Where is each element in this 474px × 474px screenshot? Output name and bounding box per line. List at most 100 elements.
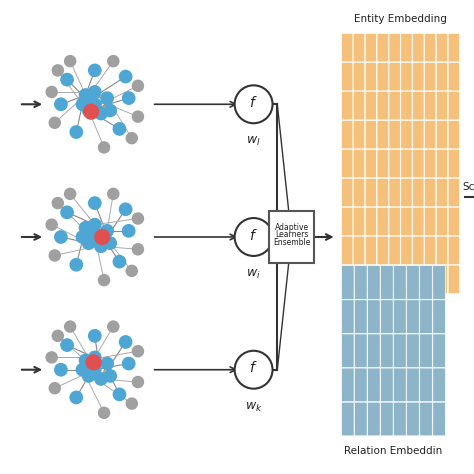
FancyBboxPatch shape [401,178,412,207]
FancyBboxPatch shape [436,149,447,178]
Circle shape [89,364,101,376]
Circle shape [70,392,82,404]
FancyBboxPatch shape [365,149,376,178]
Text: $f$: $f$ [249,95,258,110]
FancyBboxPatch shape [424,207,436,236]
Circle shape [101,357,113,370]
FancyBboxPatch shape [377,120,388,149]
FancyBboxPatch shape [436,91,447,120]
Text: $f$: $f$ [249,228,258,243]
FancyBboxPatch shape [412,120,424,149]
FancyBboxPatch shape [353,34,365,62]
Circle shape [132,111,144,122]
FancyBboxPatch shape [412,34,424,62]
FancyBboxPatch shape [341,149,353,178]
Circle shape [101,225,113,237]
FancyBboxPatch shape [436,236,447,264]
FancyBboxPatch shape [381,300,393,334]
FancyBboxPatch shape [448,149,459,178]
FancyBboxPatch shape [448,34,459,62]
FancyBboxPatch shape [355,402,367,436]
FancyBboxPatch shape [419,368,432,402]
Circle shape [108,321,119,332]
FancyBboxPatch shape [448,236,459,264]
FancyBboxPatch shape [401,63,412,91]
FancyBboxPatch shape [448,120,459,149]
FancyBboxPatch shape [407,368,419,402]
Circle shape [235,85,273,123]
FancyBboxPatch shape [341,265,353,294]
FancyBboxPatch shape [365,207,376,236]
Circle shape [119,203,132,215]
FancyBboxPatch shape [377,63,388,91]
FancyBboxPatch shape [341,236,353,264]
Circle shape [132,213,144,224]
Circle shape [46,352,57,363]
Circle shape [64,55,76,67]
FancyBboxPatch shape [433,300,445,334]
FancyBboxPatch shape [377,91,388,120]
Text: Sco: Sco [462,182,474,192]
FancyBboxPatch shape [377,178,388,207]
FancyBboxPatch shape [433,334,445,368]
FancyBboxPatch shape [424,265,436,294]
FancyBboxPatch shape [401,91,412,120]
FancyBboxPatch shape [436,120,447,149]
Text: Adaptive: Adaptive [274,223,309,232]
FancyBboxPatch shape [341,34,353,62]
Text: Relation Embeddin: Relation Embeddin [344,446,443,456]
FancyBboxPatch shape [407,300,419,334]
Circle shape [113,255,126,268]
Circle shape [89,64,101,77]
FancyBboxPatch shape [412,236,424,264]
FancyBboxPatch shape [341,265,354,300]
Circle shape [49,117,60,128]
FancyBboxPatch shape [389,91,400,120]
FancyBboxPatch shape [424,236,436,264]
FancyBboxPatch shape [367,334,380,368]
FancyBboxPatch shape [367,300,380,334]
Text: Entity Embedding: Entity Embedding [354,14,447,24]
Circle shape [104,104,117,117]
FancyBboxPatch shape [393,368,406,402]
FancyBboxPatch shape [433,402,445,436]
Text: Ensemble: Ensemble [273,238,310,247]
FancyBboxPatch shape [353,63,365,91]
Circle shape [122,92,135,104]
Circle shape [119,71,132,82]
Circle shape [95,240,107,252]
FancyBboxPatch shape [389,207,400,236]
FancyBboxPatch shape [433,368,445,402]
Circle shape [113,388,126,401]
FancyBboxPatch shape [367,368,380,402]
Circle shape [70,259,82,271]
Text: $w_l$: $w_l$ [246,135,261,148]
FancyBboxPatch shape [424,63,436,91]
Circle shape [76,98,89,110]
Circle shape [64,188,76,200]
Text: Learners: Learners [275,230,308,239]
FancyBboxPatch shape [419,300,432,334]
FancyBboxPatch shape [377,236,388,264]
Circle shape [119,336,132,348]
FancyBboxPatch shape [436,207,447,236]
Circle shape [126,265,137,276]
FancyBboxPatch shape [377,265,388,294]
Circle shape [101,92,113,104]
FancyBboxPatch shape [341,178,353,207]
Circle shape [80,355,92,367]
Circle shape [82,104,95,117]
FancyBboxPatch shape [412,149,424,178]
FancyBboxPatch shape [419,334,432,368]
FancyBboxPatch shape [353,120,365,149]
FancyBboxPatch shape [341,368,354,402]
FancyBboxPatch shape [436,178,447,207]
Circle shape [104,237,117,249]
Circle shape [104,370,117,382]
FancyBboxPatch shape [448,91,459,120]
Text: $w_i$: $w_i$ [246,268,261,281]
FancyBboxPatch shape [436,34,447,62]
FancyBboxPatch shape [381,334,393,368]
FancyBboxPatch shape [353,91,365,120]
FancyBboxPatch shape [341,207,353,236]
